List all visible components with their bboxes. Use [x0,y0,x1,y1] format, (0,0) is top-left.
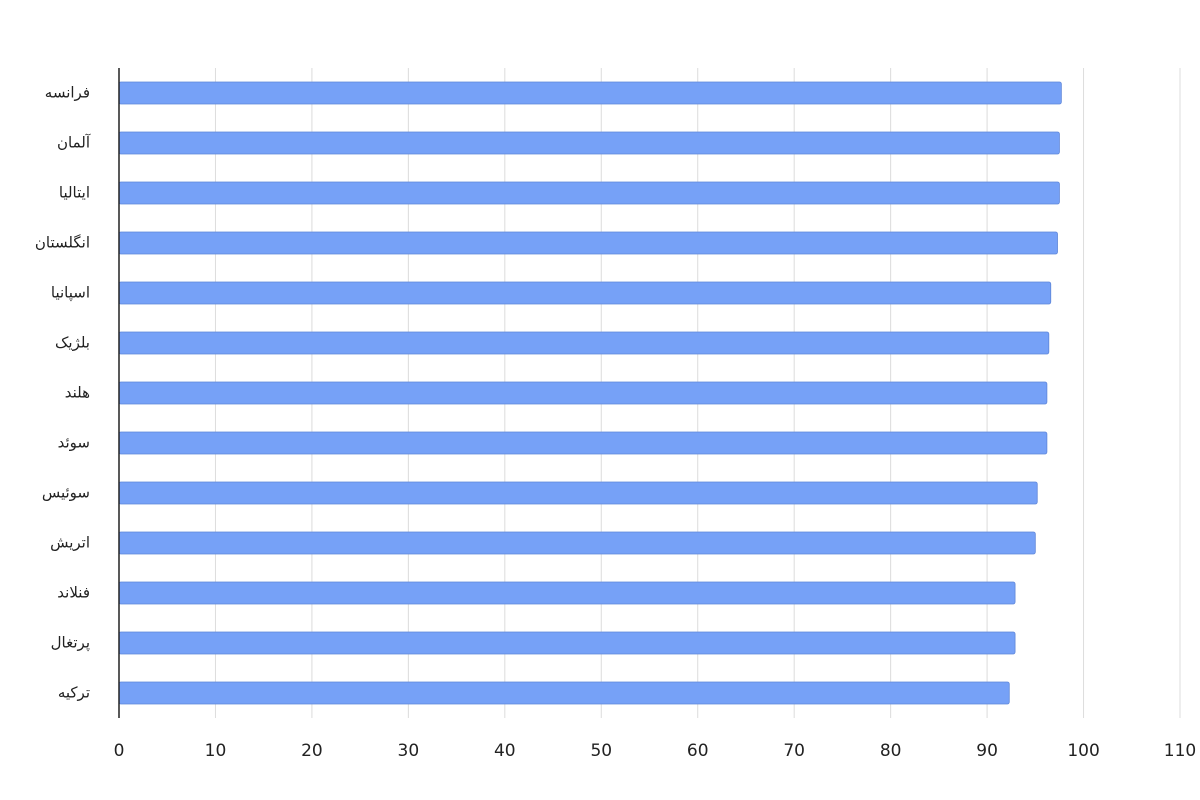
bar [118,631,1016,655]
bar [118,131,1060,155]
bar [118,581,1016,605]
bar [118,681,1010,705]
x-tick-label: 10 [205,741,227,761]
y-tick-label: اتریش [50,534,90,552]
y-tick-label: سوئد [58,434,90,452]
y-tick-label: سوئیس [42,484,90,502]
x-tick-label: 60 [687,741,709,761]
x-tick-label: 50 [590,741,612,761]
bar [118,531,1036,555]
y-tick-label: بلژیک [55,334,90,352]
x-tick-label: 30 [398,741,420,761]
bar [118,381,1048,405]
x-tick-label: 0 [114,741,125,761]
x-tick-label: 110 [1164,741,1196,761]
y-tick-label: فرانسه [45,84,90,102]
x-tick-label: 90 [976,741,998,761]
x-tick-label: 70 [783,741,805,761]
bar [118,281,1052,305]
x-tick-label: 40 [494,741,516,761]
y-tick-label: انگلستان [35,234,90,252]
x-tick-label: 20 [301,741,323,761]
y-tick-label: هلند [65,384,90,402]
x-tick-label: 100 [1067,741,1099,761]
y-tick-label: ایتالیا [59,184,90,202]
x-tick-label: 80 [880,741,902,761]
bar [118,481,1038,505]
bar [118,231,1058,255]
y-tick-label: اسپانیا [51,284,90,303]
y-tick-label: آلمان [57,134,91,152]
y-tick-label: پرتغال [51,634,90,653]
bar [118,181,1060,205]
bar [118,81,1062,105]
bar [118,431,1048,455]
bar [118,331,1050,355]
y-tick-label: ترکیه [58,684,90,702]
y-tick-label: فنلاند [57,584,90,602]
